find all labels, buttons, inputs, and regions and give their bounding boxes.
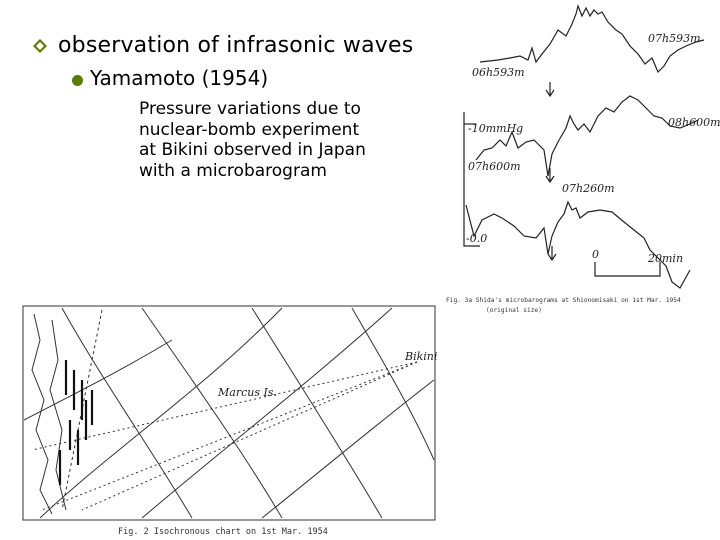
description-line: nuclear-bomb experiment [139, 119, 360, 140]
microbarogram-figure: 06h593m 07h593m 07h600m 08h600m 07h260m … [446, 4, 720, 314]
description-line: at Bikini observed in Japan [139, 140, 366, 160]
chart-caption: Fig. 2 Isochronous chart on 1st Mar. 195… [118, 527, 328, 537]
trace-label: 08h600m [668, 116, 720, 129]
isochronous-chart: Bikini Marcus Is. Fig. 2 Isochronous cha… [22, 305, 437, 537]
slide-subheading: Yamamoto (1954) [90, 66, 269, 90]
description-line: Pressure variations due to [139, 99, 361, 119]
scale-label: 0 [592, 248, 599, 261]
trace-label: 07h260m [562, 182, 615, 195]
slide-heading: observation of infrasonic waves [58, 33, 414, 58]
scale-label: -10mmHg [468, 122, 523, 135]
trace-label: 07h600m [468, 160, 521, 173]
scale-label: -0.0 [466, 232, 487, 245]
trace-label: 06h593m [472, 66, 525, 79]
place-label-marcus: Marcus Is. [217, 386, 277, 399]
description-paragraph: Pressure variations due to nuclear-bomb … [139, 99, 389, 181]
diamond-bullet-icon [33, 39, 47, 53]
scale-label: 20min [647, 252, 683, 265]
description-line: with a microbarogram [139, 160, 327, 181]
round-bullet-icon [72, 75, 83, 86]
place-label-bikini: Bikini [404, 350, 437, 363]
trace-label: 07h593m [648, 32, 701, 45]
figure-caption: Fig. 3a Shida's microbarograms at Shiono… [446, 297, 681, 304]
figure-caption-sub: (original size) [486, 307, 542, 314]
